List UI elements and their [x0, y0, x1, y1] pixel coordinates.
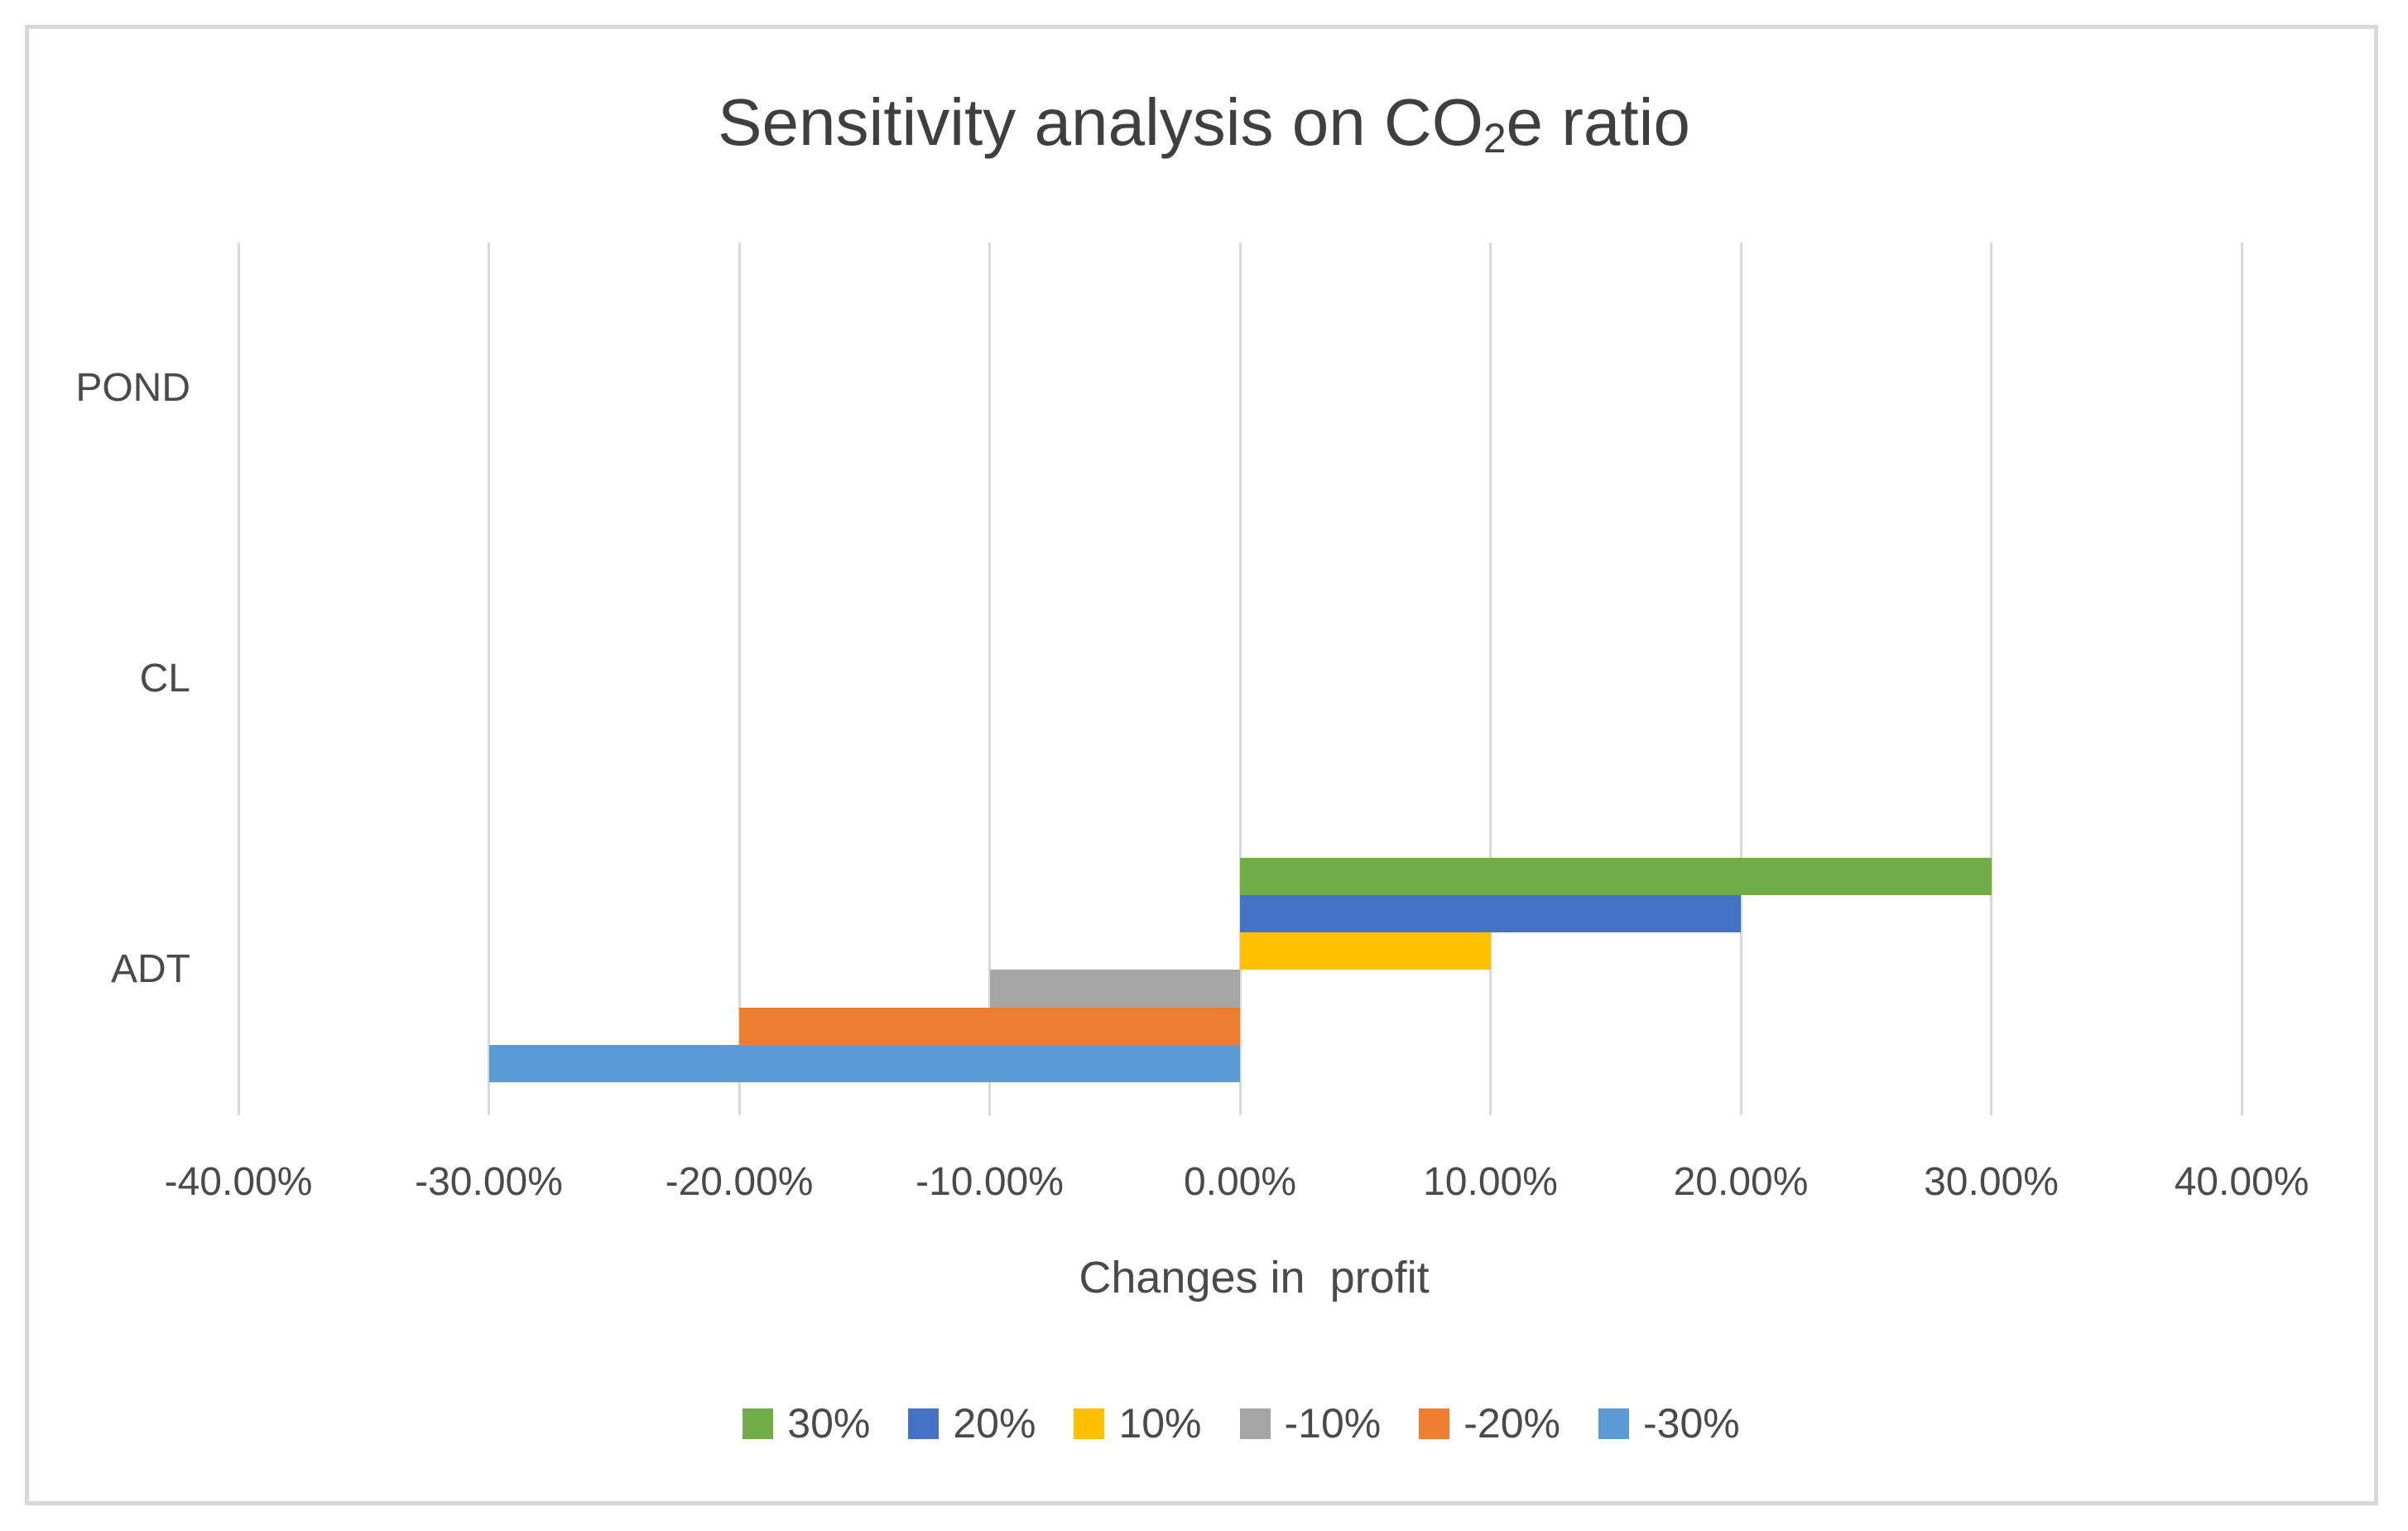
x-axis-tick-label: -40.00% — [164, 1160, 313, 1204]
y-axis-category-label: CL — [139, 657, 190, 701]
x-axis-title: Changes in profit — [1079, 1253, 1430, 1302]
legend-label: -10% — [1284, 1400, 1382, 1447]
legend-color-swatch — [908, 1408, 940, 1439]
legend-label: 20% — [953, 1400, 1036, 1447]
legend-label: 30% — [787, 1400, 871, 1447]
legend-item--30pct: -30% — [1598, 1399, 1740, 1447]
vertical-gridline — [1238, 243, 1242, 1115]
x-axis-tick-label: -20.00% — [665, 1160, 814, 1204]
legend-item--10pct: -10% — [1239, 1399, 1382, 1447]
vertical-gridline — [738, 243, 741, 1115]
x-axis-tick-label: 30.00% — [1924, 1160, 2059, 1204]
vertical-gridline — [2240, 243, 2243, 1115]
legend-color-swatch — [1239, 1408, 1271, 1439]
vertical-gridline — [1489, 243, 1492, 1115]
legend-item-30pct: 30% — [743, 1399, 870, 1447]
vertical-gridline — [1990, 243, 1992, 1115]
chart-title-text-end: e ratio — [1506, 85, 1690, 159]
x-axis-tick-label: -10.00% — [916, 1160, 1064, 1204]
legend-color-swatch — [1419, 1408, 1450, 1439]
legend-item--20pct: -20% — [1419, 1399, 1560, 1447]
legend-item-10pct: 10% — [1074, 1399, 1202, 1447]
bar-series--30pct — [488, 1044, 1240, 1082]
chart-title-subscript: 2 — [1483, 114, 1507, 161]
y-axis-category-label: ADT — [111, 947, 190, 992]
chart-title: Sensitivity analysis on CO2e ratio — [0, 84, 2408, 161]
vertical-gridline — [1739, 243, 1742, 1115]
vertical-gridline — [988, 243, 991, 1115]
legend-label: 10% — [1118, 1400, 1202, 1447]
vertical-gridline — [237, 243, 240, 1115]
legend-color-swatch — [1598, 1408, 1629, 1439]
chart-border-frame — [25, 25, 2378, 1505]
vertical-gridline — [488, 243, 490, 1115]
bar-series-10pct — [1240, 932, 1491, 970]
legend-label: -30% — [1642, 1400, 1740, 1447]
x-axis-tick-label: 40.00% — [2174, 1160, 2309, 1204]
bar-series-20pct — [1240, 894, 1741, 933]
legend-color-swatch — [1074, 1408, 1105, 1439]
legend-label: -20% — [1464, 1400, 1560, 1447]
bar-series--10pct — [989, 970, 1240, 1008]
x-axis-tick-label: 20.00% — [1673, 1160, 1809, 1204]
y-axis-category-label: POND — [75, 365, 190, 410]
x-axis-tick-label: 10.00% — [1423, 1160, 1558, 1204]
x-axis-tick-label: 0.00% — [1183, 1160, 1297, 1204]
chart-title-text: Sensitivity analysis on CO — [718, 85, 1483, 159]
x-axis-tick-label: -30.00% — [415, 1160, 563, 1204]
legend: 30% 20% 10% -10% -20% -30% — [37, 1399, 2408, 1447]
bar-series-30pct — [1240, 857, 1992, 895]
legend-item-20pct: 20% — [908, 1399, 1036, 1447]
legend-color-swatch — [743, 1408, 774, 1439]
bar-series--20pct — [739, 1007, 1240, 1045]
